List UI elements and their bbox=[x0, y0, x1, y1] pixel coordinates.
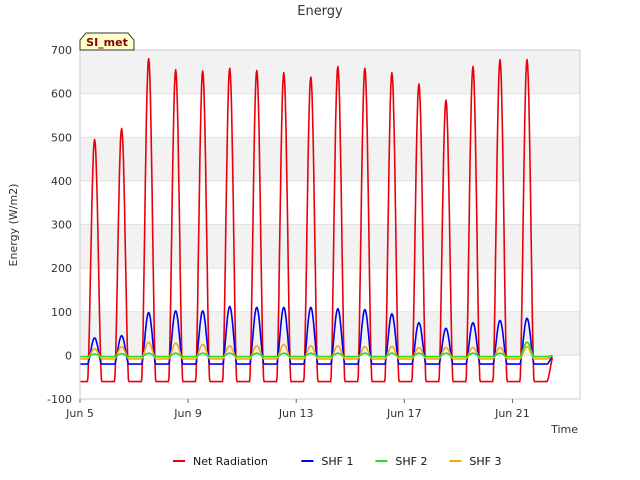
chart-title: Energy bbox=[297, 4, 343, 19]
legend-item: SHF 1 bbox=[301, 455, 353, 468]
site-badge-box bbox=[79, 32, 135, 51]
x-axis-label: Time bbox=[550, 423, 578, 436]
legend: Net Radiation SHF 1 SHF 2 SHF 3 bbox=[173, 455, 501, 468]
y-tick-label: 300 bbox=[51, 219, 72, 232]
site-badge-label: SI_met bbox=[86, 36, 128, 49]
series-line-shf-2 bbox=[79, 341, 553, 358]
y-tick-label: 100 bbox=[51, 306, 72, 319]
grid-band bbox=[80, 137, 580, 181]
x-tick-label: Jun 21 bbox=[494, 407, 530, 420]
x-tick-label: Jun 17 bbox=[386, 407, 422, 420]
x-tick-label: Jun 13 bbox=[278, 407, 314, 420]
series-layer bbox=[79, 58, 554, 383]
series-line-net-radiation bbox=[79, 58, 554, 383]
y-tick-label: 200 bbox=[51, 262, 72, 275]
y-tick-label: 500 bbox=[51, 131, 72, 144]
legend-label: SHF 2 bbox=[395, 455, 427, 468]
legend-item: Net Radiation bbox=[173, 455, 268, 468]
y-axis-ticks: -100 0 100 200 300 400 500 600 700 bbox=[47, 44, 72, 406]
x-tick-label: Jun 9 bbox=[173, 407, 202, 420]
x-tick-label: Jun 5 bbox=[65, 407, 94, 420]
grid-band bbox=[80, 50, 580, 94]
y-tick-label: 400 bbox=[51, 175, 72, 188]
y-axis-label: Energy (W/m2) bbox=[7, 184, 20, 267]
y-tick-label: 0 bbox=[65, 349, 72, 362]
series-line-shf-1 bbox=[79, 305, 554, 365]
y-tick-label: 700 bbox=[51, 44, 72, 57]
x-axis-ticks: Jun 5 Jun 9 Jun 13 Jun 17 Jun 21 bbox=[65, 399, 530, 420]
plot-frame bbox=[79, 49, 581, 400]
legend-item: SHF 3 bbox=[449, 455, 501, 468]
y-tick-label: -100 bbox=[47, 393, 72, 406]
legend-label: SHF 3 bbox=[469, 455, 501, 468]
legend-item: SHF 2 bbox=[375, 455, 427, 468]
legend-label: SHF 1 bbox=[321, 455, 353, 468]
site-badge: SI_met bbox=[79, 32, 135, 51]
legend-label: Net Radiation bbox=[193, 455, 268, 468]
y-tick-label: 600 bbox=[51, 88, 72, 101]
